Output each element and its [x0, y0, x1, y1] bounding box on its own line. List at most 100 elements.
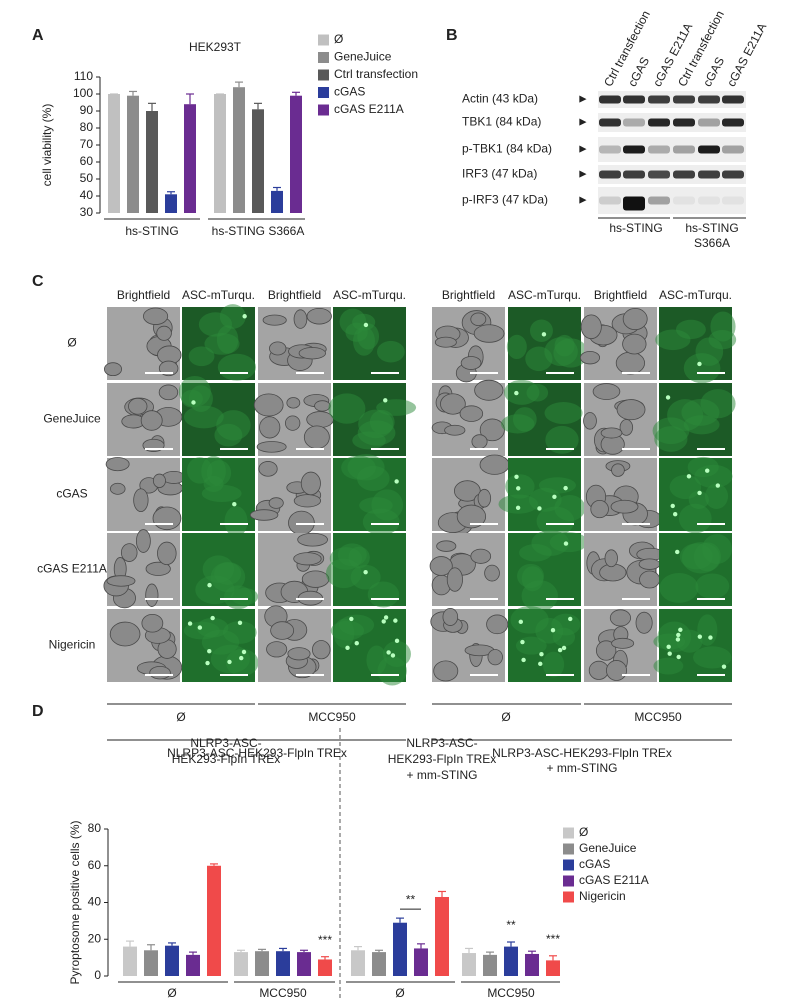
cell — [484, 564, 500, 582]
speck — [242, 314, 247, 319]
micrograph — [583, 383, 657, 456]
speck — [697, 361, 702, 367]
micrograph — [249, 458, 331, 536]
cell — [635, 611, 653, 634]
glow — [338, 614, 375, 636]
error-bar — [254, 102, 262, 110]
x-tick-label: Ø — [395, 986, 404, 1000]
blot-band — [698, 95, 720, 104]
glow — [230, 587, 259, 606]
speck — [381, 619, 386, 624]
bar — [276, 951, 290, 976]
legend-label: cGAS E211A — [334, 102, 404, 116]
blot-band — [623, 145, 645, 154]
error-bar — [273, 186, 281, 191]
bar — [546, 960, 560, 976]
cell — [293, 494, 322, 508]
glow — [369, 409, 395, 435]
cell — [293, 552, 322, 566]
cell — [442, 608, 459, 626]
blot-row-label: Actin (43 kDa) — [462, 92, 538, 106]
y-tick-label: 20 — [88, 931, 102, 945]
bar — [108, 94, 120, 213]
speck — [552, 494, 557, 499]
treatment-label: MCC950 — [634, 710, 682, 724]
blot-strip — [598, 91, 746, 108]
speck — [676, 654, 681, 660]
lane-label: cGAS — [625, 55, 652, 89]
legend-label: cGAS E211A — [579, 873, 649, 887]
blot-arrow: ► — [577, 193, 589, 207]
cell — [473, 324, 505, 343]
blot-band — [623, 170, 645, 179]
bar — [290, 95, 302, 213]
blot-band — [623, 95, 645, 104]
blot-band — [599, 145, 621, 154]
cell — [135, 529, 151, 553]
cell — [590, 499, 609, 519]
channel-header: Brightfield — [442, 288, 495, 302]
speck — [227, 659, 232, 665]
group-title: NLRP3-ASC- — [406, 736, 477, 750]
row-label: cGAS E211A — [37, 562, 107, 576]
y-tick-label: 100 — [73, 86, 93, 100]
bar — [255, 951, 269, 976]
cell — [152, 506, 182, 531]
channel-header: ASC-mTurqu. — [333, 288, 406, 302]
speck — [210, 615, 215, 621]
blot-arrow: ► — [577, 92, 589, 106]
cell — [145, 561, 171, 576]
bar — [318, 959, 332, 976]
micrograph — [584, 458, 662, 531]
error-bar — [167, 191, 175, 195]
cell — [611, 463, 625, 477]
cell — [303, 425, 330, 449]
bar — [127, 95, 139, 213]
speck — [666, 644, 671, 650]
bar — [297, 952, 311, 976]
cell — [314, 400, 331, 412]
cell — [456, 504, 487, 529]
cell — [446, 567, 463, 592]
speck — [697, 634, 703, 639]
speck — [232, 501, 237, 507]
micrograph — [103, 529, 180, 609]
cell — [149, 665, 171, 680]
blot-band — [698, 118, 720, 127]
glow — [669, 474, 702, 500]
speck — [514, 474, 519, 479]
glow — [216, 325, 239, 354]
cell — [486, 614, 509, 635]
cell — [128, 397, 148, 415]
bar — [435, 896, 449, 976]
error-bar — [321, 956, 329, 960]
blot-band — [722, 118, 744, 127]
y-tick-label: 80 — [80, 120, 94, 134]
glow — [225, 648, 259, 677]
cell — [611, 637, 635, 649]
cell — [109, 482, 126, 495]
speck — [520, 639, 525, 645]
x-tick-label: hs-STING S366A — [212, 224, 305, 238]
cell — [487, 649, 503, 666]
row-label: Nigericin — [49, 638, 96, 652]
error-bar — [549, 955, 557, 961]
speck — [237, 620, 243, 625]
y-tick-label: 60 — [80, 154, 94, 168]
blot-band — [599, 170, 621, 179]
error-bar — [237, 949, 245, 953]
treatment-label: Ø — [501, 710, 510, 724]
cell — [433, 660, 459, 682]
glow — [542, 651, 565, 678]
micrograph — [182, 609, 259, 682]
glow — [521, 580, 558, 612]
blot-band — [648, 170, 670, 179]
y-axis-label: cell viability (%) — [40, 104, 54, 187]
glow — [362, 508, 400, 536]
cell — [104, 362, 123, 377]
legend-swatch — [563, 843, 574, 855]
cell — [258, 461, 278, 477]
glow — [526, 383, 549, 402]
glow — [538, 477, 576, 494]
blot-band — [599, 196, 621, 205]
